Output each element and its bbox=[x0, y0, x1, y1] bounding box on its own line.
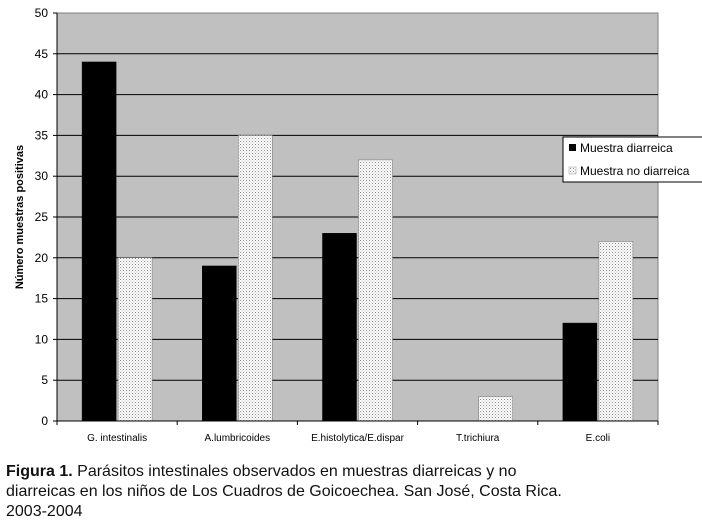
y-tick-label: 10 bbox=[35, 332, 49, 346]
x-axis: G. intestinalis A.lumbricoides E.histolyti… bbox=[56, 420, 659, 444]
y-tick-label: 20 bbox=[35, 251, 49, 265]
y-axis: 0 5 10 15 20 25 30 35 40 45 50 bbox=[35, 6, 58, 428]
x-tick-label: E.coli bbox=[586, 433, 610, 444]
bars bbox=[81, 61, 634, 422]
y-tick-label: 0 bbox=[41, 414, 48, 428]
caption-text-1: Parásitos intestinales observados en mue… bbox=[77, 463, 517, 480]
y-axis-label: Número muestras positivas bbox=[14, 145, 26, 289]
bar-muestra-no-diarreica bbox=[358, 159, 393, 422]
caption-line-3: 2003-2004 bbox=[6, 503, 83, 520]
legend-label-no-diarreica: Muestra no diarreica bbox=[580, 164, 690, 178]
caption-line-2: diarreicas en los niños de Los Cuadros d… bbox=[6, 483, 562, 500]
figure-caption: Figura 1. Parásitos intestinales observa… bbox=[6, 462, 682, 522]
x-tick-label: G. intestinalis bbox=[87, 433, 147, 444]
y-tick-label: 5 bbox=[41, 373, 48, 387]
x-tick-label: A.lumbricoides bbox=[205, 433, 271, 444]
legend-swatch-diarreica bbox=[569, 144, 576, 151]
legend-box bbox=[562, 136, 702, 183]
gridlines bbox=[57, 53, 658, 381]
x-tick-label: T.trichiura bbox=[456, 433, 500, 444]
y-tick-label: 45 bbox=[35, 47, 49, 61]
bar-muestra-diarreica bbox=[562, 322, 598, 422]
caption-line-1: Figura 1. Parásitos intestinales observa… bbox=[6, 462, 682, 482]
y-tick-label: 50 bbox=[35, 6, 49, 20]
y-tick-label: 40 bbox=[35, 88, 49, 102]
bar-muestra-no-diarreica bbox=[238, 135, 273, 422]
legend-swatch-no-diarreica bbox=[568, 166, 577, 175]
legend-label-diarreica: Muestra diarreica bbox=[580, 141, 673, 155]
bar-muestra-no-diarreica bbox=[598, 241, 634, 422]
legend: Muestra diarreica Muestra no diarreica bbox=[562, 136, 702, 183]
y-tick-label: 30 bbox=[35, 169, 49, 183]
bar-muestra-no-diarreica bbox=[478, 396, 513, 422]
bar-chart: 0 5 10 15 20 25 30 35 40 45 50 G. intestinalis A.lu… bbox=[14, 6, 702, 444]
y-tick-label: 25 bbox=[35, 210, 49, 224]
bar-muestra-diarreica bbox=[202, 265, 237, 422]
bar-muestra-diarreica bbox=[81, 61, 117, 422]
y-tick-label: 15 bbox=[35, 292, 49, 306]
x-tick-label: E.histolytica/E.dispar bbox=[311, 433, 404, 444]
caption-label: Figura 1. bbox=[6, 463, 73, 480]
bar-muestra-no-diarreica bbox=[117, 257, 153, 422]
y-tick-label: 35 bbox=[35, 128, 49, 142]
bar-muestra-diarreica bbox=[322, 233, 357, 422]
